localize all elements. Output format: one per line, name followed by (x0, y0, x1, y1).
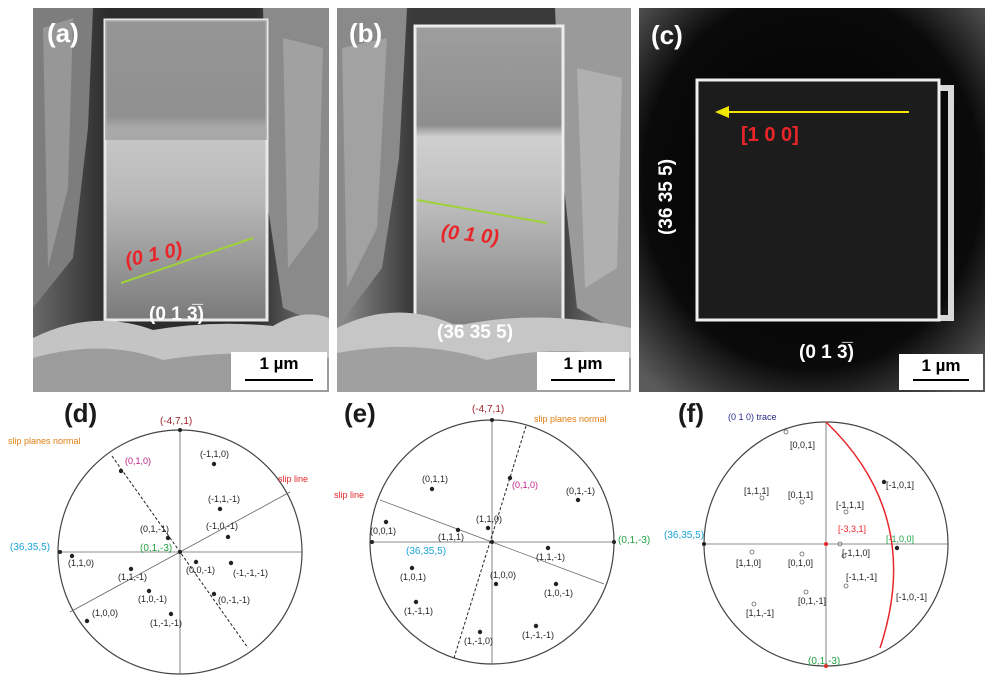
point-label: [0,1,-1] (798, 596, 827, 606)
stereogram-f (702, 421, 949, 668)
bottom-label-c: (0 1 3̅) (799, 342, 854, 363)
panel-a: (a) (0 1 0) (0 1 3̅) 1 µm (33, 8, 329, 392)
point-label: [-1,0,1] (886, 480, 915, 490)
trace-label-f: (0 1 0) trace (728, 412, 777, 422)
point-label: [-1,1,1] (836, 500, 865, 510)
slip-planes-normal-e: slip planes normal (534, 414, 607, 424)
scale-bar-c: 1 µm (899, 354, 983, 390)
point-label: (-1,1,0) (200, 449, 230, 459)
point-label: [-1,1,0] (842, 548, 871, 558)
point-label: (0,0,1) (370, 526, 397, 536)
point-label: [0,1,0] (788, 558, 814, 568)
point-label: [1,1,-1] (746, 608, 775, 618)
point-label: (0,-1,-1) (218, 595, 251, 605)
left-pole-f: (36,35,5) (664, 530, 705, 541)
point-label: (1,1,1) (438, 532, 465, 542)
point-label: (-1,0,-1) (206, 521, 239, 531)
point-label: (1,1,0) (476, 514, 503, 524)
point-label: [1,1,0] (736, 558, 762, 568)
panel-label-e: (e) (344, 398, 376, 428)
point-label: (1,0,-1) (138, 594, 168, 604)
point-label: (0,1,0) (125, 456, 152, 466)
scale-bar-label-b: 1 µm (563, 354, 603, 373)
bottom-label-b: (36 35 5) (437, 322, 514, 343)
scale-bar-label-a: 1 µm (259, 354, 299, 373)
point-label: (0,1,1) (422, 474, 449, 484)
point-label: (1,0,-1) (544, 588, 574, 598)
point-label: [-3,3,1] (838, 524, 867, 534)
point-label: [-1,1,-1] (846, 572, 878, 582)
right-pole-e: (0,1,-3) (618, 535, 651, 546)
panel-label-c: (c) (651, 20, 683, 50)
scale-bar-label-c: 1 µm (921, 356, 961, 375)
point-label: [0,1,1] (788, 490, 814, 500)
point-label: [1,1,1] (744, 486, 770, 496)
point-label: (0,1,-1) (566, 486, 596, 496)
scale-bar-b: 1 µm (537, 352, 629, 390)
panel-f: (f) (0 1 0) trace (36,35,5) (0,1,-3) [0,… (660, 396, 992, 680)
stereogram-d (57, 428, 303, 675)
sem-image-a (33, 8, 329, 392)
center-pole-d: (0,1,-3) (140, 543, 173, 554)
slip-line-d: slip line (278, 474, 309, 484)
panel-c: (c) [1 0 0] (36 35 5) (0 1 3̅) 1 µm (639, 8, 985, 392)
point-label: (0,1,-1) (140, 524, 170, 534)
panel-b: (b) (0 1 0) (36 35 5) 1 µm (337, 8, 631, 392)
point-label: (1,1,0) (68, 558, 95, 568)
panel-e: (e) (-4,7,1) (36,35,5) (0,1,-3) slip pla… (330, 396, 660, 680)
point-label: [-1,0,0] (886, 534, 915, 544)
left-pole-d: (36,35,5) (10, 542, 51, 553)
point-label: (-1,1,-1) (208, 494, 241, 504)
scale-bar-line-a (245, 379, 313, 381)
left-pole-e: (36,35,5) (406, 546, 447, 557)
point-label: [0,0,1] (790, 440, 816, 450)
side-label-c: (36 35 5) (656, 158, 678, 236)
top-pole-d: (-4,7,1) (160, 416, 193, 427)
bottom-label-a: (0 1 3̅) (149, 304, 204, 325)
scale-bar-a: 1 µm (231, 352, 327, 390)
panel-label-f: (f) (678, 398, 704, 428)
sem-image-c (639, 8, 985, 392)
point-label: (1,-1,0) (464, 636, 494, 646)
panel-label-a: (a) (47, 18, 79, 48)
point-label: (0,1,0) (512, 480, 539, 490)
slip-line-e: slip line (334, 490, 365, 500)
slip-planes-normal-d: slip planes normal (8, 436, 81, 446)
point-label: (1,1,-1) (536, 552, 566, 562)
point-label: (1,-1,-1) (522, 630, 555, 640)
top-pole-e: (-4,7,1) (472, 404, 505, 415)
point-label: (1,0,0) (92, 608, 119, 618)
panel-label-b: (b) (349, 18, 383, 48)
point-label: (1,1,-1) (118, 572, 148, 582)
point-label: (1,0,0) (490, 570, 517, 580)
bottom-pole-f: (0,1,-3) (808, 656, 841, 667)
panel-d: (d) (-4,7,1) (36,35,5) (0,1,-3) slip pla… (0, 396, 330, 680)
point-label: (-1,-1,-1) (233, 568, 269, 578)
point-label: (0,0,-1) (186, 565, 216, 575)
point-label: (1,-1,-1) (150, 618, 183, 628)
stereogram-e (369, 418, 616, 665)
scale-bar-line-c (913, 379, 969, 381)
point-label: [-1,0,-1] (896, 592, 928, 602)
point-label: (1,-1,1) (404, 606, 434, 616)
scale-bar-line-b (551, 379, 615, 381)
point-label: (1,0,1) (400, 572, 427, 582)
direction-label-c: [1 0 0] (741, 124, 799, 146)
panel-label-d: (d) (64, 398, 98, 428)
